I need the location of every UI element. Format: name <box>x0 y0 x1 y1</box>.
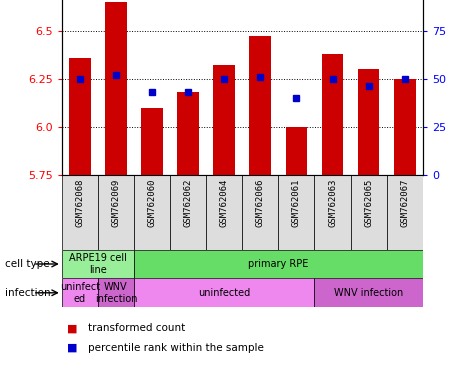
Bar <box>387 175 423 250</box>
Text: ■: ■ <box>66 343 77 353</box>
Bar <box>105 2 127 175</box>
Bar <box>170 175 206 250</box>
Text: uninfect
ed: uninfect ed <box>60 282 100 304</box>
Bar <box>98 175 134 250</box>
Text: GSM762064: GSM762064 <box>220 179 228 227</box>
Bar <box>322 54 343 175</box>
Text: GSM762066: GSM762066 <box>256 179 265 227</box>
Bar <box>394 79 416 175</box>
Bar <box>206 175 242 250</box>
Bar <box>62 250 134 278</box>
Bar <box>62 175 98 250</box>
Text: ARPE19 cell
line: ARPE19 cell line <box>69 253 127 275</box>
Text: transformed count: transformed count <box>88 323 185 333</box>
Bar <box>134 250 423 278</box>
Bar <box>358 69 380 175</box>
Bar <box>177 92 199 175</box>
Bar <box>62 278 98 307</box>
Text: ■: ■ <box>66 323 77 333</box>
Text: GSM762065: GSM762065 <box>364 179 373 227</box>
Bar <box>314 278 423 307</box>
Bar <box>314 175 351 250</box>
Bar <box>213 65 235 175</box>
Bar <box>249 36 271 175</box>
Bar <box>98 278 134 307</box>
Text: GSM762061: GSM762061 <box>292 179 301 227</box>
Text: GSM762068: GSM762068 <box>76 179 84 227</box>
Bar <box>141 108 163 175</box>
Text: WNV
infection: WNV infection <box>95 282 137 304</box>
Text: GSM762060: GSM762060 <box>148 179 156 227</box>
Text: GSM762067: GSM762067 <box>400 179 409 227</box>
Bar <box>69 58 91 175</box>
Text: GSM762062: GSM762062 <box>184 179 192 227</box>
Text: GSM762069: GSM762069 <box>112 179 120 227</box>
Text: GSM762063: GSM762063 <box>328 179 337 227</box>
Text: percentile rank within the sample: percentile rank within the sample <box>88 343 264 353</box>
Bar <box>134 175 170 250</box>
Text: primary RPE: primary RPE <box>248 259 309 269</box>
Text: cell type: cell type <box>5 259 49 269</box>
Bar <box>351 175 387 250</box>
Bar <box>285 127 307 175</box>
Text: infection: infection <box>5 288 50 298</box>
Bar <box>278 175 314 250</box>
Text: WNV infection: WNV infection <box>334 288 403 298</box>
Text: uninfected: uninfected <box>198 288 250 298</box>
Bar <box>242 175 278 250</box>
Bar <box>134 278 314 307</box>
